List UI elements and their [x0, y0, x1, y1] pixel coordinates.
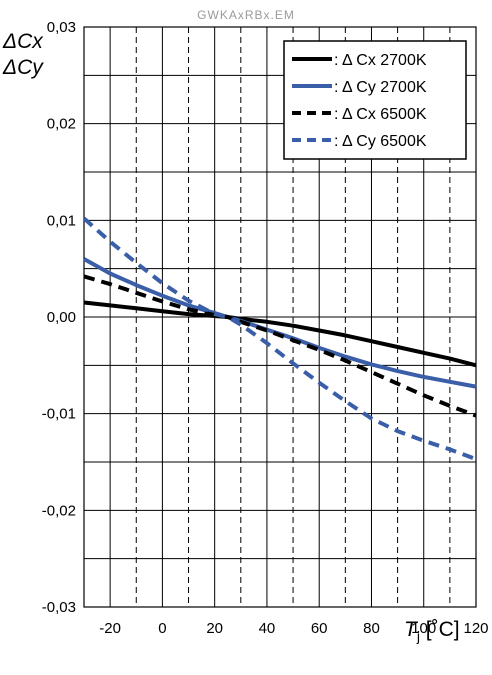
y-tick-label: 0,02	[47, 116, 76, 133]
y-tick-label: -0,01	[42, 406, 76, 423]
y-tick-label: -0,03	[42, 599, 76, 616]
y-tick-label: -0,02	[42, 502, 76, 519]
y-axis-label-delta-cy: ΔCy	[3, 56, 43, 79]
y-tick-label: 0,01	[47, 212, 76, 229]
x-axis-label-subscript: j	[416, 628, 420, 645]
x-tick-label: -20	[99, 620, 121, 637]
y-tick-label: 0,00	[47, 309, 76, 326]
legend-label-1: : Δ Cx 2700K	[334, 52, 427, 69]
plot-frame	[83, 26, 477, 608]
x-axis-label: Tj [˚C]	[404, 618, 460, 644]
legend-label-3: : Δ Cx 6500K	[334, 106, 427, 123]
y-axis-label-delta-cx: ΔCx	[3, 30, 43, 53]
watermark: GWKAxRBx.EM	[197, 8, 295, 22]
x-axis-label-unit: [˚C]	[425, 618, 460, 641]
x-tick-label: 80	[363, 620, 380, 637]
series-line-1	[83, 300, 477, 368]
x-tick-label: 40	[259, 620, 276, 637]
x-tick-label: 60	[311, 620, 328, 637]
x-tick-label: 120	[463, 620, 488, 637]
legend-label-2: : Δ Cy 2700K	[334, 79, 427, 96]
x-axis-label-symbol: T	[404, 618, 417, 641]
series-line-3	[83, 274, 477, 418]
series-line-4	[82, 216, 477, 461]
x-tick-label: 100	[411, 620, 436, 637]
y-tick-label: 0,03	[47, 19, 76, 36]
x-tick-label: 0	[158, 620, 166, 637]
legend-label-4: : Δ Cy 6500K	[334, 133, 427, 150]
x-tick-label: 20	[206, 620, 223, 637]
